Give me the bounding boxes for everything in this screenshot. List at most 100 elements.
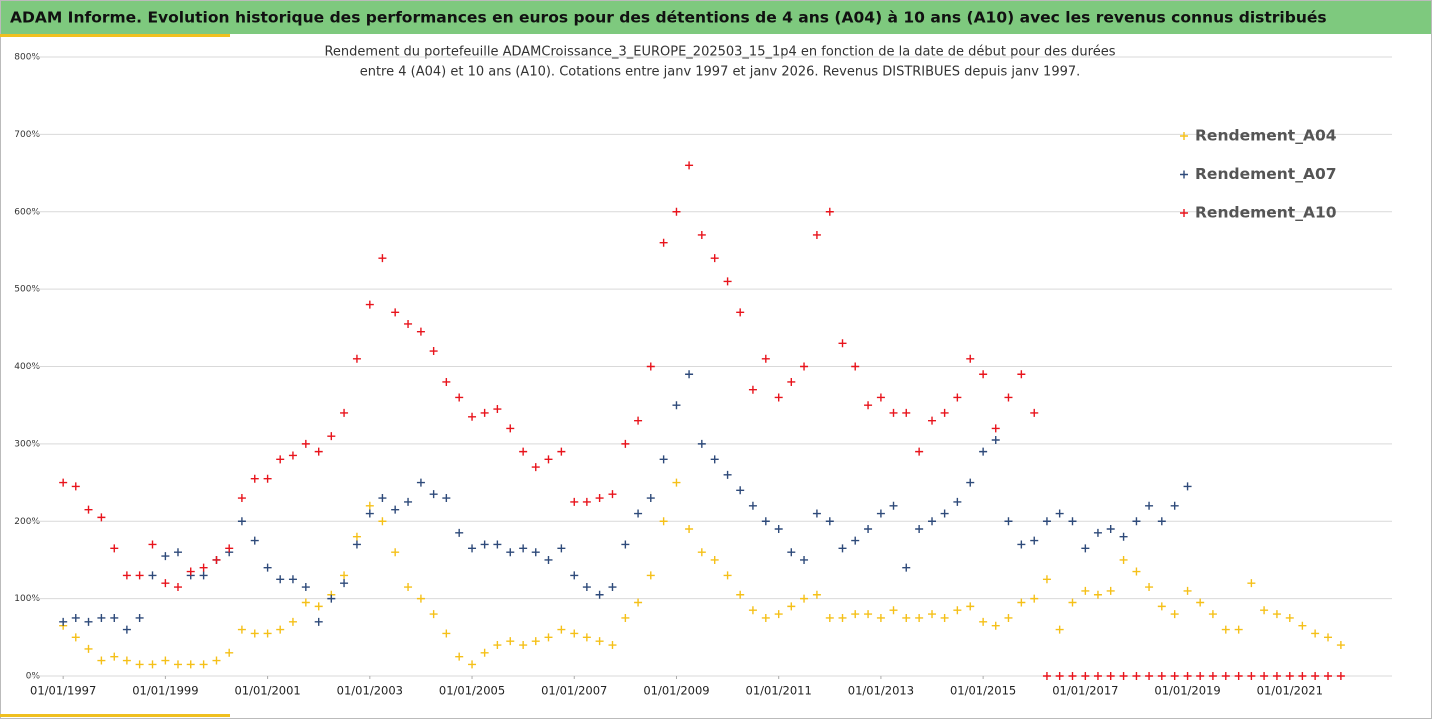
point [186,567,195,576]
point [634,598,643,607]
point [570,629,579,638]
point [621,540,630,549]
point [1030,536,1039,545]
point [1119,672,1128,680]
point [1260,606,1269,615]
point [327,594,336,603]
point [378,517,387,526]
x-tick-label: 01/01/2019 [1154,684,1220,698]
point [710,254,719,263]
point [301,598,310,607]
point [1183,482,1192,491]
point [1017,598,1026,607]
point [761,613,770,622]
x-tick-label: 01/01/2007 [541,684,607,698]
point [889,501,898,510]
point [1068,672,1077,680]
point [340,579,349,588]
point [595,494,604,503]
point [531,463,540,472]
x-tick-label: 01/01/2011 [746,684,812,698]
point [697,548,706,557]
point [429,490,438,499]
point [173,660,182,669]
point [889,408,898,417]
point [557,625,566,634]
point [915,447,924,456]
point [237,625,246,634]
point [276,625,285,634]
point [582,633,591,642]
point [1106,586,1115,595]
point [1285,672,1294,680]
point [340,571,349,580]
point [1132,567,1141,576]
point [621,439,630,448]
point [1119,532,1128,541]
point [59,617,68,626]
point [429,347,438,356]
point [391,308,400,317]
point [1170,610,1179,619]
point [697,439,706,448]
point [1234,625,1243,634]
point [608,641,617,650]
point [953,393,962,402]
point [748,385,757,394]
point [442,377,451,386]
x-tick-label: 01/01/2003 [337,684,403,698]
point [519,544,528,553]
point [378,494,387,503]
point [1311,672,1320,680]
point [1004,613,1013,622]
point [940,408,949,417]
point [928,416,937,425]
point [1247,579,1256,588]
point [544,633,553,642]
point [173,548,182,557]
point [237,517,246,526]
point [800,594,809,603]
point [135,613,144,622]
point [506,424,515,433]
point [519,447,528,456]
point [1132,517,1141,526]
point [825,517,834,526]
point [1093,528,1102,537]
point [1208,610,1217,619]
point [97,656,106,665]
point [966,354,975,363]
point [1272,610,1281,619]
point [812,590,821,599]
point [186,660,195,669]
x-tick-label: 01/01/2005 [439,684,505,698]
point [774,393,783,402]
point [838,544,847,553]
point [480,540,489,549]
point [327,432,336,441]
point [646,362,655,371]
legend-label: Rendement_A07 [1195,165,1337,183]
point [84,644,93,653]
point [685,161,694,170]
point [404,319,413,328]
point [199,563,208,572]
point [365,501,374,510]
point [915,524,924,533]
point [748,606,757,615]
point [276,575,285,584]
point [953,497,962,506]
point [646,494,655,503]
point [876,613,885,622]
point [595,590,604,599]
point [71,613,80,622]
point [634,416,643,425]
point [1055,672,1064,680]
point [1017,370,1026,379]
point [135,660,144,669]
point [71,633,80,642]
point [1042,672,1051,680]
point [915,613,924,622]
